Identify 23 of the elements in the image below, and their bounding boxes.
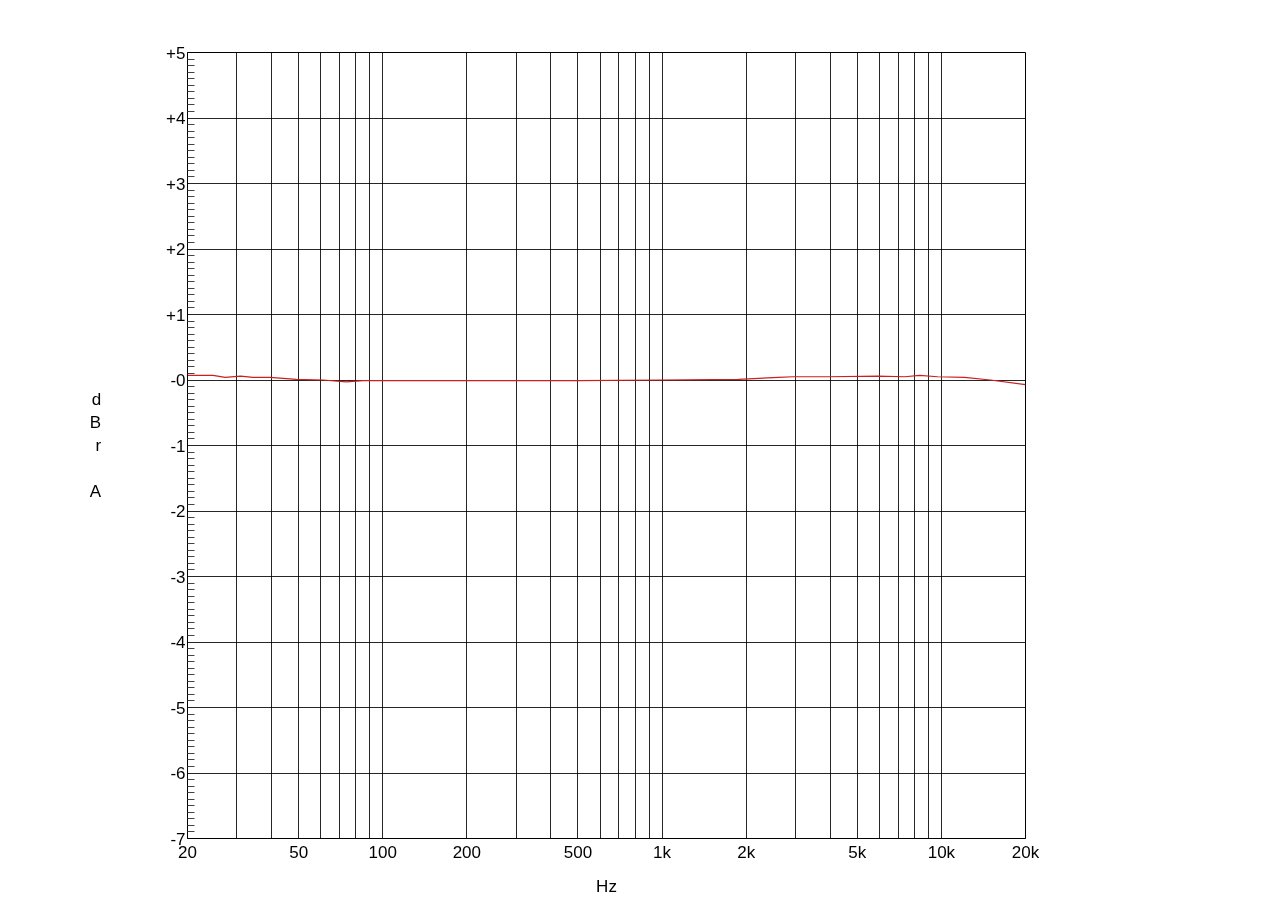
y-tick-label: -6 (170, 764, 186, 783)
y-tick-label: +4 (166, 109, 186, 128)
y-tick-label: +2 (166, 240, 186, 259)
x-axis-title: Hz (596, 876, 617, 896)
y-tick-label: +5 (166, 43, 186, 63)
x-tick-label: 20k (1011, 842, 1040, 862)
y-tick-label: -2 (170, 502, 186, 521)
y-tick-label: -0 (170, 371, 186, 390)
x-tick-label: 1k (653, 842, 672, 862)
x-tick-label: 50 (289, 842, 309, 862)
text: dBr A (89, 390, 102, 501)
y-tick-label: +3 (166, 174, 186, 194)
x-tick-label: 2k (737, 842, 756, 862)
x-tick-label: 5k (848, 842, 867, 862)
y-tick-label: +1 (166, 305, 186, 325)
x-tick-label: 500 (563, 842, 593, 862)
y-tick-label: -4 (170, 633, 186, 652)
y-tick-label: -5 (170, 698, 186, 718)
y-tick-label: -3 (170, 567, 186, 587)
x-tick-label: 10k (927, 842, 956, 862)
y-tick-label: -1 (170, 436, 186, 456)
x-tick-label: 100 (368, 842, 397, 862)
x-tick-label: 200 (452, 842, 482, 862)
